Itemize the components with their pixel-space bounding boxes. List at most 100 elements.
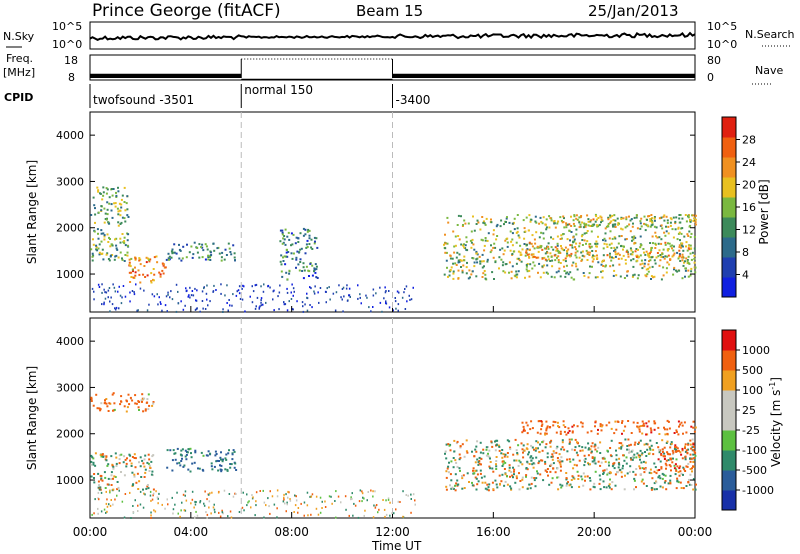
power-cell-970 [458,253,461,256]
velocity-cell-944 [487,455,490,458]
power-cell-254 [188,251,191,254]
velocity-cell-1136 [663,458,666,460]
power-cell-609 [640,225,643,228]
velocity-cell-736 [596,450,599,453]
velocity-cell-57 [107,463,110,466]
velocity-cell-1069 [657,426,660,429]
power-cell-1201 [541,248,544,251]
velocity-cell-123 [120,453,123,456]
power-cell-1497 [135,283,137,286]
velocity-cell-1100 [650,431,653,434]
power-cell-1076 [581,254,584,257]
power-cell-1121 [656,252,659,254]
velocity-cell-112 [93,473,96,475]
power-cell-49 [100,209,103,212]
power-cell-1130 [547,245,550,248]
velocity-cell-1360 [238,511,241,513]
power-cell-13 [106,233,109,236]
power-cell-814 [578,226,581,229]
power-cell-724 [570,276,573,279]
power-cell-645 [694,218,697,221]
velocity-cell-228 [211,468,214,471]
velocity-cell-257 [214,450,217,453]
velocity-cell-1208 [282,500,285,503]
velocity-cell-940 [568,442,571,445]
velocity-cell-502 [679,481,682,484]
velocity-cell-822 [649,448,652,451]
velocity-cell-572 [608,483,611,486]
power-cell-909 [547,255,550,258]
power-cell-1390 [575,217,578,220]
velocity-cell-1113 [616,420,619,423]
velocity-cell-26 [147,453,150,456]
power-cell-1325 [613,214,616,217]
power-cell-797 [586,259,589,261]
velocity-cell-962 [506,475,508,478]
velocity-cell-1032 [647,420,650,423]
velocity-cell-21 [90,475,93,478]
power-cell-1148 [686,249,689,252]
velocity-cell-1272 [350,496,352,499]
power-cell-1387 [612,223,615,226]
power-cell-110 [100,205,103,208]
velocity-cell-220 [180,460,183,462]
power-cell-61 [110,209,113,212]
power-cell-766 [458,238,461,241]
power-cell-1454 [143,289,145,292]
velocity-cell-376 [679,451,682,454]
power-cell-626 [618,263,621,266]
power-cell-1058 [588,251,591,254]
velocity-cell-1066 [600,429,603,432]
power-cell-1172 [681,253,684,256]
power-cell-227 [192,253,195,256]
power-cell-810 [523,237,526,240]
velocity-cell-193 [131,399,134,402]
velocity-cell-1246 [311,493,314,496]
power-cell-424 [483,222,486,225]
power-cell-827 [631,275,634,278]
velocity-cell-156 [112,392,115,395]
power-cell-1494 [329,298,331,301]
power-cell-1641 [202,307,204,310]
power-cell-321 [303,269,306,272]
power-cell-884 [504,239,507,242]
power-cell-491 [451,257,454,260]
power-cell-1245 [556,247,559,250]
velocity-cell-1082 [654,422,657,425]
velocity-cell-510 [640,473,642,476]
power-cell-1595 [263,283,265,286]
power-cell-1375 [675,216,678,219]
velocity-cell-1433 [286,503,288,506]
velocity-cell-1147 [673,467,676,470]
power-cell-916 [632,274,635,277]
velocity-cell-38 [143,458,146,461]
velocity-cell-1306 [330,495,332,498]
power-cell-1105 [664,243,667,246]
power-cell-1341 [544,223,547,226]
x-tick-label-2: 08:00 [274,525,309,539]
power-cell-40 [115,191,117,194]
power-cell-263 [207,254,210,257]
power-cell-1321 [622,217,625,220]
power-cell-657 [523,227,526,230]
velocity-cell-970 [471,450,473,453]
velocity-cell-992 [643,424,646,427]
velocity-cell-235 [231,458,234,461]
power-cell-383 [302,262,305,265]
power-cell-742 [466,261,468,264]
power-cell-836 [493,278,495,280]
power-cell-792 [534,256,537,258]
power-cell-0 [117,256,120,259]
velocity-cell-952 [550,463,553,466]
velocity-cell-1188 [370,489,372,492]
power-cell-611 [570,231,573,233]
velocity-cell-1070 [658,433,661,435]
velocity-cell-1412 [382,499,384,501]
power-cell-1558 [107,296,109,299]
power-cell-605 [658,249,661,252]
velocity-cell-599 [527,453,530,456]
velocity-cell-731 [552,462,555,465]
power-cell-81 [91,255,94,258]
power-cell-1388 [626,225,629,228]
power-cell-257 [186,243,188,246]
